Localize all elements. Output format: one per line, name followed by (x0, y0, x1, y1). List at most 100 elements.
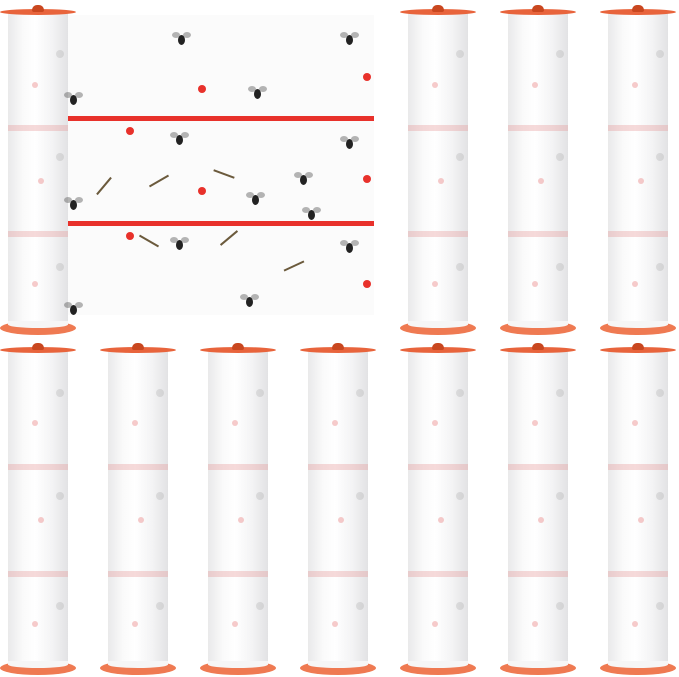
roll-top-cap (400, 9, 476, 15)
roll-insect-shadow (556, 492, 564, 501)
roll-dot (532, 281, 538, 288)
fly-icon (340, 240, 359, 253)
fly-icon (294, 172, 313, 185)
roll-hanger (632, 343, 644, 350)
roll-insect-shadow (656, 262, 664, 271)
roll-insect-shadow (56, 492, 64, 501)
roll-stripe (8, 231, 68, 238)
roll-hanger (432, 343, 444, 350)
roll-dot (32, 621, 38, 628)
fly-icon (240, 294, 259, 307)
roll-stripe (8, 464, 68, 471)
roll-insect-shadow (356, 492, 364, 501)
roll-insect-shadow (356, 388, 364, 397)
mosquito-icon (138, 234, 160, 248)
roll-insect-shadow (656, 492, 664, 501)
roll-insect-shadow (356, 602, 364, 611)
roll-dot (538, 517, 544, 524)
sticky-roll (300, 343, 376, 675)
roll-film (608, 13, 668, 325)
red-dot (363, 175, 371, 183)
roll-insect-shadow (656, 153, 664, 162)
roll-dot (632, 281, 638, 288)
roll-dot (632, 81, 638, 88)
roll-insect-shadow (656, 602, 664, 611)
roll-dot (438, 178, 444, 185)
sticky-roll (400, 5, 476, 335)
roll-dot (332, 621, 338, 628)
fly-icon (340, 32, 359, 45)
roll-film (408, 351, 468, 665)
roll-insect-shadow (56, 50, 64, 59)
roll-top-cap (200, 347, 276, 353)
roll-bottom-cap (500, 661, 576, 675)
roll-stripe (508, 570, 568, 577)
roll-stripe (608, 125, 668, 132)
roll-dot (138, 517, 144, 524)
fly-icon (64, 302, 83, 315)
roll-film (508, 13, 568, 325)
unrolled-sticky-sheet (64, 15, 374, 315)
roll-film (408, 13, 468, 325)
roll-dot (432, 621, 438, 628)
roll-insect-shadow (456, 492, 464, 501)
roll-dot (532, 621, 538, 628)
roll-top-cap (0, 9, 76, 15)
sticky-roll (100, 343, 176, 675)
roll-bottom-cap (0, 321, 76, 335)
sticky-roll (600, 5, 676, 335)
roll-insect-shadow (156, 492, 164, 501)
roll-bottom-cap (400, 321, 476, 335)
roll-film (608, 351, 668, 665)
roll-stripe (308, 464, 368, 471)
roll-bottom-cap (500, 321, 576, 335)
roll-insect-shadow (156, 388, 164, 397)
roll-dot (232, 420, 238, 427)
mosquito-icon (213, 169, 235, 179)
red-dot (198, 187, 206, 195)
sticky-roll (400, 343, 476, 675)
roll-dot (432, 420, 438, 427)
roll-stripe (308, 570, 368, 577)
roll-dot (532, 420, 538, 427)
roll-insect-shadow (456, 388, 464, 397)
roll-dot (38, 517, 44, 524)
red-dot (126, 127, 134, 135)
roll-film (108, 351, 168, 665)
roll-stripe (608, 570, 668, 577)
roll-insect-shadow (156, 602, 164, 611)
roll-hanger (632, 5, 644, 12)
fly-icon (302, 207, 321, 220)
roll-stripe (408, 231, 468, 238)
roll-bottom-cap (600, 321, 676, 335)
roll-stripe (508, 464, 568, 471)
roll-bottom-cap (600, 661, 676, 675)
fly-icon (248, 86, 267, 99)
sticky-roll (0, 5, 76, 335)
fly-icon (246, 192, 265, 205)
roll-dot (332, 420, 338, 427)
roll-top-cap (500, 9, 576, 15)
roll-stripe (408, 570, 468, 577)
red-stripe (68, 221, 374, 226)
roll-dot (38, 178, 44, 185)
roll-stripe (208, 570, 268, 577)
roll-stripe (408, 464, 468, 471)
roll-dot (32, 420, 38, 427)
roll-dot (638, 178, 644, 185)
roll-top-cap (400, 347, 476, 353)
sticky-roll (600, 343, 676, 675)
roll-insect-shadow (256, 602, 264, 611)
mosquito-icon (219, 230, 239, 246)
roll-stripe (608, 464, 668, 471)
roll-insect-shadow (656, 50, 664, 59)
roll-bottom-cap (100, 661, 176, 675)
roll-stripe (108, 464, 168, 471)
roll-dot (632, 621, 638, 628)
roll-insect-shadow (556, 602, 564, 611)
roll-dot (32, 281, 38, 288)
red-dot (363, 280, 371, 288)
roll-hanger (132, 343, 144, 350)
roll-insect-shadow (56, 388, 64, 397)
roll-film (308, 351, 368, 665)
